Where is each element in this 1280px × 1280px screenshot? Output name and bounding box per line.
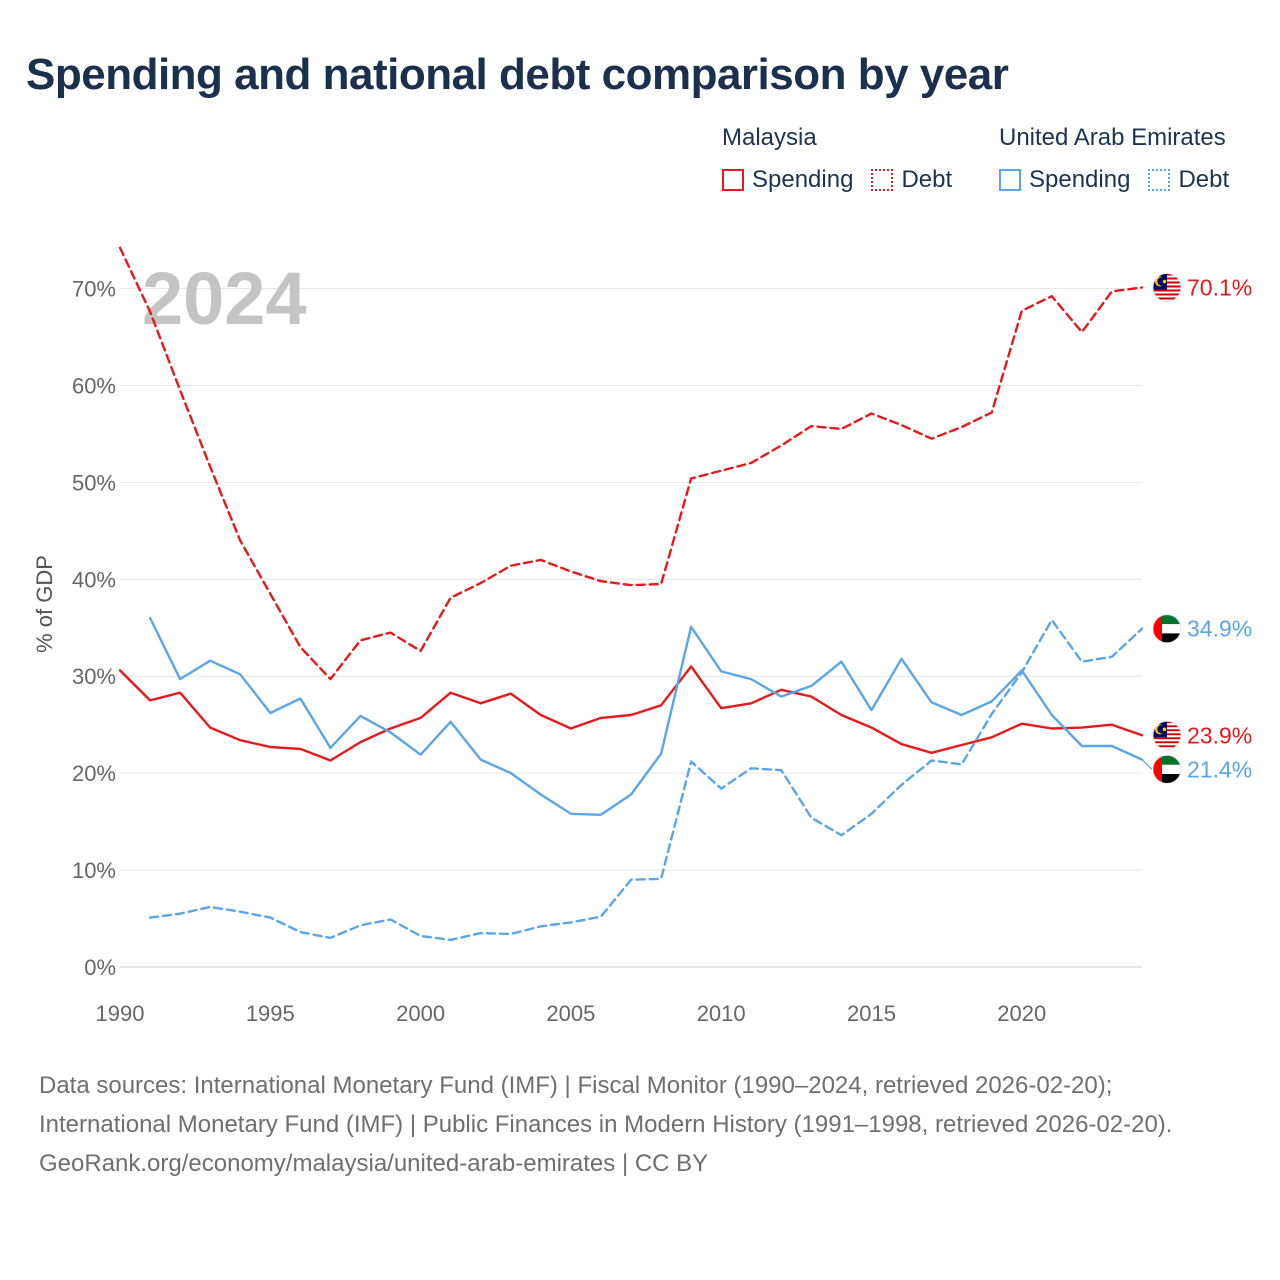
legend-group-malaysia: Malaysia Spending Debt bbox=[722, 124, 952, 194]
malaysia-flag-icon bbox=[1152, 273, 1182, 302]
x-tick-label: 2010 bbox=[697, 1001, 746, 1026]
legend-country-malaysia: Malaysia bbox=[722, 124, 817, 151]
legend-item-malaysia-debt[interactable]: Debt bbox=[871, 166, 952, 194]
y-tick-label: 60% bbox=[72, 373, 116, 398]
legend-swatch-solid-icon bbox=[999, 169, 1021, 191]
y-axis-title: % of GDP bbox=[32, 555, 57, 653]
year-watermark: 2024 bbox=[142, 257, 307, 340]
legend-item-uae-debt[interactable]: Debt bbox=[1148, 166, 1229, 194]
x-tick-label: 2000 bbox=[396, 1001, 445, 1026]
footer: Data sources: International Monetary Fun… bbox=[39, 1066, 1239, 1183]
source-credit[interactable]: GeoRank.org/economy/malaysia/united-arab… bbox=[39, 1150, 709, 1177]
y-tick-label: 20% bbox=[72, 761, 116, 786]
end-value-label: 34.9% bbox=[1187, 616, 1252, 642]
legend-item-uae-spending[interactable]: Spending bbox=[999, 166, 1130, 194]
end-value-label: 23.9% bbox=[1187, 722, 1252, 748]
y-tick-label: 50% bbox=[72, 470, 116, 495]
x-tick-label: 2020 bbox=[997, 1001, 1046, 1026]
series-line-malaysia-spending[interactable] bbox=[118, 665, 1144, 762]
end-value-label: 70.1% bbox=[1187, 274, 1252, 300]
legend-label: Debt bbox=[901, 166, 953, 193]
legend-label: Spending bbox=[1029, 166, 1131, 193]
series-line-malaysia-debt[interactable] bbox=[118, 246, 1144, 681]
malaysia-flag-icon bbox=[1152, 720, 1182, 750]
legend-swatch-dotted-icon bbox=[871, 169, 894, 191]
line-chart: 2024 % of GDP 0% 10% 20% 30% 40% 50% 60% 70% 199… bbox=[32, 246, 1252, 1026]
end-label-connector bbox=[1141, 759, 1153, 770]
legend-swatch-dotted-icon bbox=[1148, 169, 1171, 191]
y-tick-label: 40% bbox=[72, 567, 116, 592]
uae-flag-icon bbox=[1152, 614, 1182, 644]
legend-country-uae: United Arab Emirates bbox=[999, 124, 1226, 151]
legend-group-uae: United Arab Emirates Spending Debt bbox=[999, 124, 1229, 194]
x-tick-label: 1995 bbox=[246, 1001, 295, 1026]
legend-swatch-solid-icon bbox=[722, 169, 744, 191]
end-value-label: 21.4% bbox=[1187, 756, 1252, 782]
legend-item-malaysia-spending[interactable]: Spending bbox=[722, 166, 853, 194]
legend-label: Spending bbox=[752, 166, 854, 193]
series-line-united-arab-emirates-spending[interactable] bbox=[148, 616, 1144, 816]
y-tick-label: 0% bbox=[84, 955, 116, 980]
series-line-united-arab-emirates-debt[interactable] bbox=[148, 618, 1144, 942]
y-tick-label: 30% bbox=[72, 664, 116, 689]
y-tick-label: 10% bbox=[72, 858, 116, 883]
uae-flag-icon bbox=[1152, 754, 1182, 784]
y-tick-label: 70% bbox=[72, 276, 116, 301]
data-sources: Data sources: International Monetary Fun… bbox=[39, 1072, 1173, 1138]
x-tick-label: 2005 bbox=[546, 1001, 595, 1026]
legend-label: Debt bbox=[1178, 166, 1230, 193]
chart-title: Spending and national debt comparison by… bbox=[26, 50, 1009, 99]
x-tick-label: 2015 bbox=[847, 1001, 896, 1026]
x-tick-label: 1990 bbox=[96, 1001, 145, 1026]
